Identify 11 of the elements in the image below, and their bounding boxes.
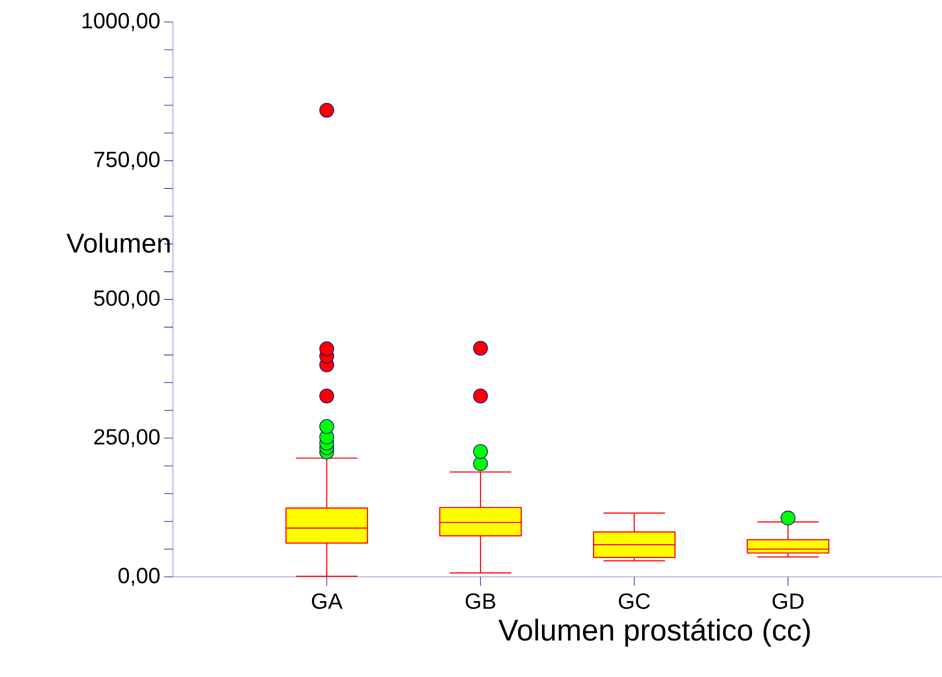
x-tick-label: GC [618,593,650,610]
y-axis-title: Volumen [66,232,170,253]
y-tick-label: 750,00 [94,152,160,170]
y-tick-label: 1000,00 [82,12,160,32]
x-tick-label: GB [466,593,496,610]
y-tick-label: 500,00 [94,290,160,309]
y-tick-label: 250,00 [94,429,160,448]
x-tick-label: GA [312,593,343,610]
y-tick-label: 0,00 [118,568,160,586]
x-axis-title: Volumen prostático (cc) [498,618,810,647]
x-tick-label: GD [772,593,804,610]
